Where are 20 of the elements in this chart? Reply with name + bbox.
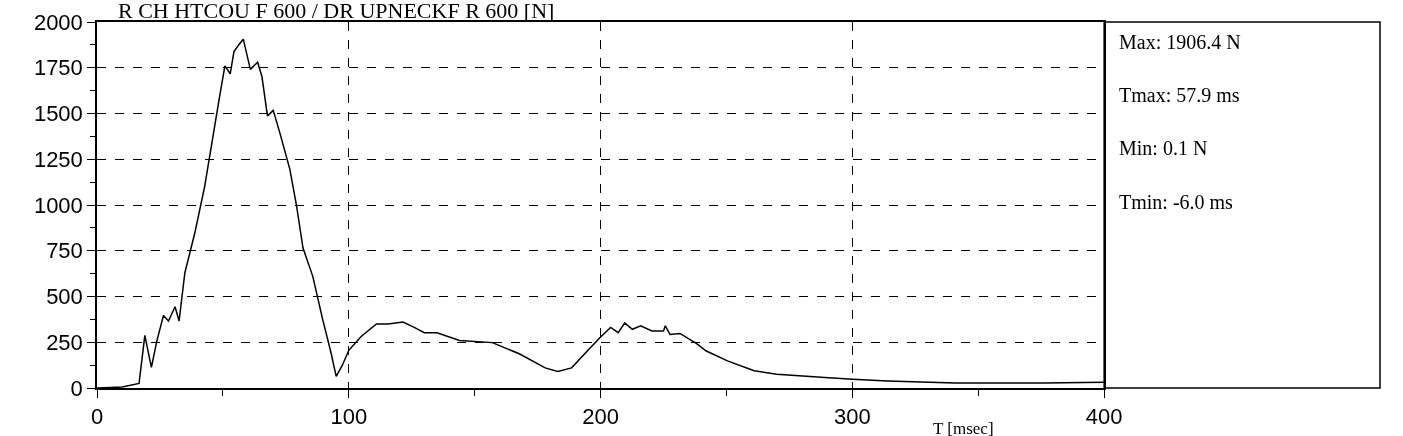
x-tick-label: 300 (834, 404, 871, 430)
y-tick-label: 2000 (33, 9, 83, 35)
chart-title: R CH HTCOU F 600 / DR UPNECKF R 600 [N] (118, 0, 555, 24)
y-tick-label: 1500 (33, 101, 83, 127)
y-tick-label: 1750 (33, 55, 83, 81)
y-tick-label: 250 (46, 329, 83, 355)
x-tick-label: 400 (1085, 404, 1123, 430)
x-axis-title: T [msec] (933, 419, 994, 436)
x-tick-label: 200 (582, 404, 619, 430)
y-tick-label: 0 (70, 375, 83, 401)
x-tick-label: 0 (90, 404, 104, 430)
text: Tmin: -6.0 ms (1119, 191, 1234, 213)
y-tick-label: 500 (46, 284, 83, 310)
y-tick-label: 1000 (33, 192, 83, 218)
y-tick-label: 1250 (33, 146, 83, 172)
text: Max: 1906.4 N (1119, 31, 1241, 53)
text: Min: 0.1 N (1119, 137, 1208, 159)
y-tick-label: 750 (46, 238, 83, 264)
x-tick-label: 100 (330, 404, 368, 430)
text: Tmax: 57.9 ms (1119, 84, 1240, 106)
